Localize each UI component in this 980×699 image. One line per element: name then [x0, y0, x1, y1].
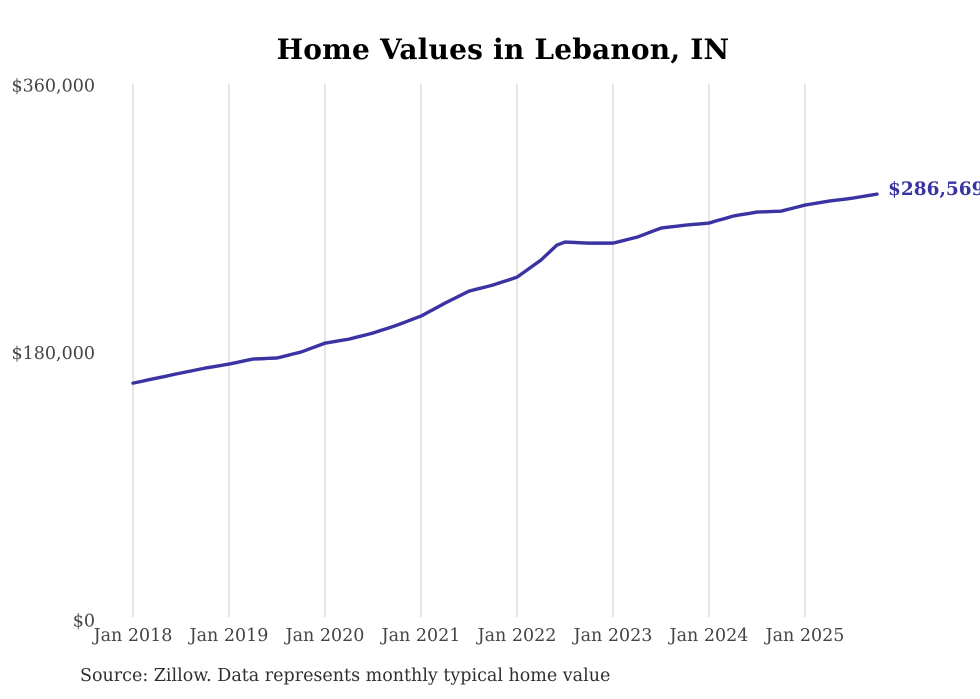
- x-tick-label: Jan 2018: [92, 626, 173, 646]
- end-value-label: $286,569: [888, 179, 980, 200]
- y-tick-label: $180,000: [11, 344, 95, 364]
- x-tick-label: Jan 2025: [764, 626, 845, 646]
- x-tick-label: Jan 2020: [284, 626, 365, 646]
- x-tick-label: Jan 2022: [476, 626, 557, 646]
- y-tick-label: $0: [73, 612, 95, 632]
- y-tick-label: $360,000: [11, 77, 95, 97]
- source-note: Source: Zillow. Data represents monthly …: [80, 666, 611, 686]
- x-tick-label: Jan 2023: [572, 626, 653, 646]
- x-tick-label: Jan 2024: [668, 626, 749, 646]
- chart-title: Home Values in Lebanon, IN: [276, 33, 730, 66]
- x-tick-label: Jan 2019: [188, 626, 269, 646]
- home-value-line: [131, 192, 879, 385]
- x-tick-label: Jan 2021: [380, 626, 461, 646]
